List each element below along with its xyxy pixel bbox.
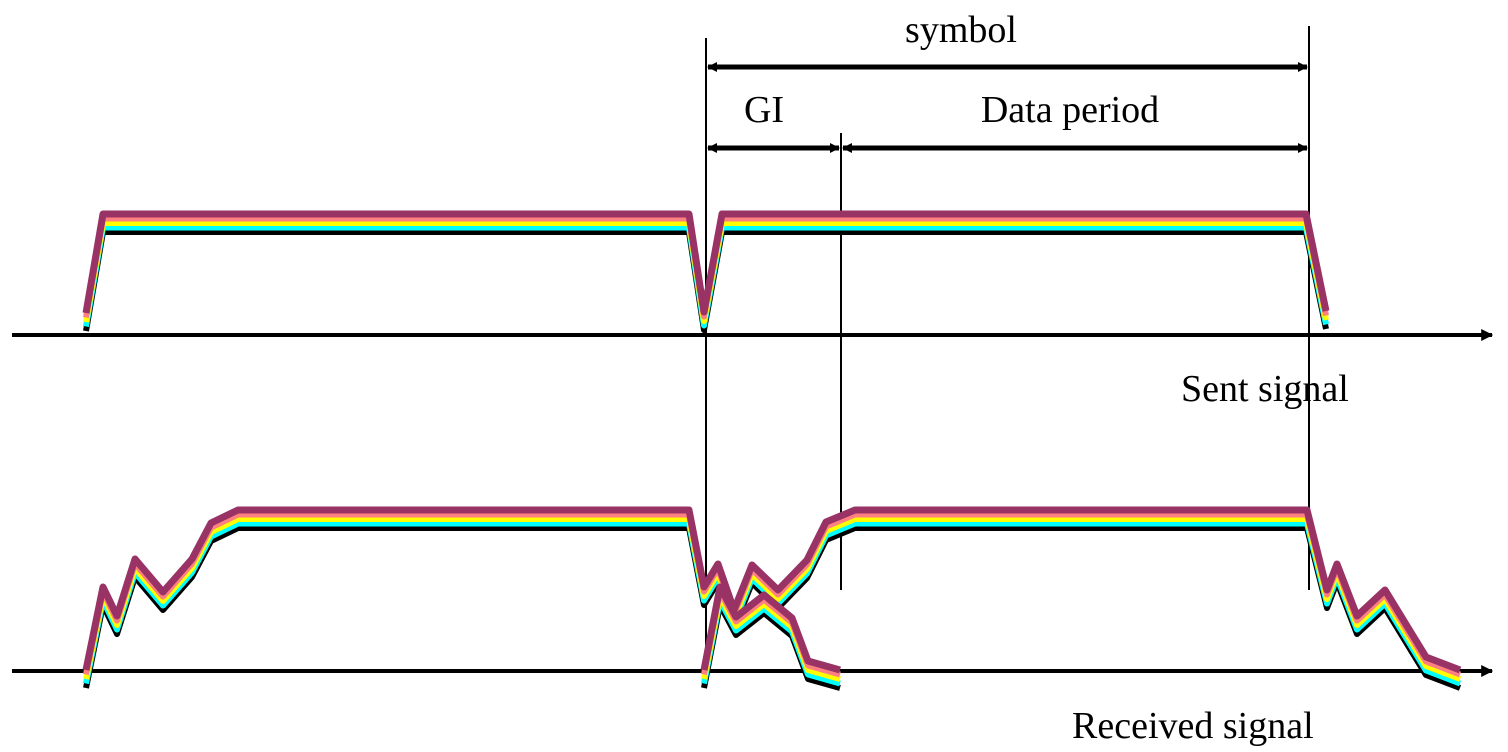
sent-waveform-layer-5 [82, 210, 1330, 316]
gi-label: GI [744, 89, 784, 131]
sent-signal-label: Sent signal [1181, 368, 1349, 410]
received-signal-waveform [82, 506, 1462, 691]
received-main-path-layer-5 [82, 506, 1462, 674]
symbol-label: symbol [905, 9, 1017, 51]
received-echo-path-layer-5 [700, 583, 841, 674]
received-signal-label: Received signal [1072, 705, 1314, 747]
sent-signal-waveform [82, 210, 1330, 333]
data-period-label: Data period [981, 89, 1159, 131]
